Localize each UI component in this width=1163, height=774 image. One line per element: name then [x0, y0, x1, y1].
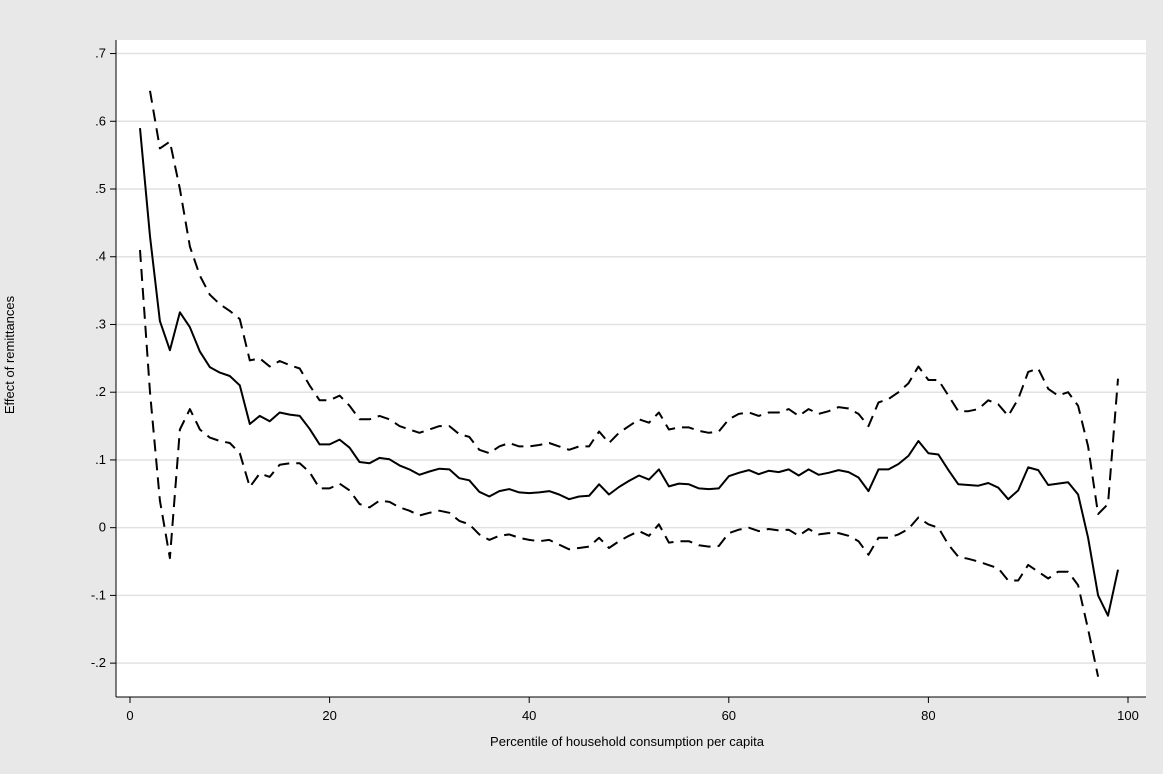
y-tick-label: 0 [99, 520, 106, 535]
series-line-dashed-2 [139, 249, 1100, 677]
series-line-dashed-1 [149, 90, 1119, 516]
x-tick-label: 60 [722, 708, 736, 723]
y-axis-ticks: -.2 -.1 0 .1 .2 .3 .4 .5 .6 .7 [91, 46, 116, 670]
x-tick-label: 20 [322, 708, 336, 723]
y-tick-label: .1 [95, 452, 106, 467]
x-axis-ticks: 0 20 40 60 80 100 [126, 697, 1139, 723]
y-tick-label: .4 [95, 249, 106, 264]
x-tick-label: 40 [522, 708, 536, 723]
plot-area [116, 40, 1146, 697]
y-tick-label: .5 [95, 181, 106, 196]
x-tick-label: 100 [1117, 708, 1139, 723]
x-tick-label: 0 [126, 708, 133, 723]
y-tick-label: .7 [95, 46, 106, 61]
series-line-solid [139, 128, 1119, 617]
y-tick-label: -.2 [91, 655, 106, 670]
x-axis-title: Percentile of household consumption per … [490, 734, 765, 749]
y-tick-label: .6 [95, 113, 106, 128]
y-tick-label: .3 [95, 316, 106, 331]
y-tick-label: -.1 [91, 587, 106, 602]
y-axis-title: Effect of remittances [2, 295, 17, 414]
series-layer [139, 90, 1119, 677]
y-tick-label: .2 [95, 384, 106, 399]
x-tick-label: 80 [921, 708, 935, 723]
gridlines [116, 52, 1146, 664]
